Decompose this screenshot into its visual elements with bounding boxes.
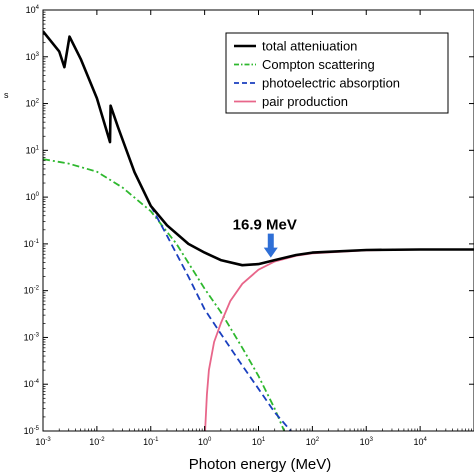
series-line-photoelectric-absorption <box>150 205 292 431</box>
x-tick-label: 100 <box>198 437 212 447</box>
y-tick-label: 10-4 <box>24 379 40 389</box>
x-tick-label: 101 <box>252 437 266 447</box>
y-tick-label: 101 <box>26 145 40 155</box>
legend-label: Compton scattering <box>262 57 375 72</box>
x-tick-label: 10-3 <box>35 437 51 447</box>
y-tick-label: 102 <box>26 99 40 109</box>
y-tick-label: 100 <box>26 192 40 202</box>
annotation-layer: 16.9 MeV <box>233 217 297 258</box>
y-tick-label: 10-5 <box>24 426 40 436</box>
annotation-arrow <box>263 233 278 258</box>
legend-label: total atteniuation <box>262 39 357 54</box>
y-tick-label: 104 <box>26 5 40 15</box>
y-tick-label: 10-2 <box>24 286 40 296</box>
x-tick-label: 103 <box>360 437 374 447</box>
series-line-compton-scattering <box>43 158 286 431</box>
x-axis: 10-3 10-2 10-1 100 101 102 103 104 <box>35 10 472 447</box>
x-tick-label: 10-1 <box>143 437 159 447</box>
legend-label: pair production <box>262 94 348 109</box>
legend: total atteniuation Compton scattering phot… <box>225 32 449 114</box>
legend-box <box>225 32 449 114</box>
y-tick-label: 10-3 <box>24 332 40 342</box>
x-axis-label: Photon energy (MeV) <box>189 456 332 473</box>
series-layer <box>43 30 474 431</box>
x-tick-label: 102 <box>306 437 320 447</box>
y-axis: 10-5 10-4 10-3 10-2 10-1 100 101 102 103 104 <box>24 5 474 436</box>
legend-label: photoelectric absorption <box>262 76 400 91</box>
y-tick-label: 10-1 <box>24 239 40 249</box>
x-tick-label: 10-2 <box>89 437 105 447</box>
series-line-total-atteniuation <box>43 30 474 267</box>
x-tick-label: 104 <box>413 437 427 447</box>
y-axis-label-fragment: s <box>4 90 9 100</box>
annotation-label: 16.9 MeV <box>233 217 297 234</box>
y-tick-label: 103 <box>26 52 40 62</box>
